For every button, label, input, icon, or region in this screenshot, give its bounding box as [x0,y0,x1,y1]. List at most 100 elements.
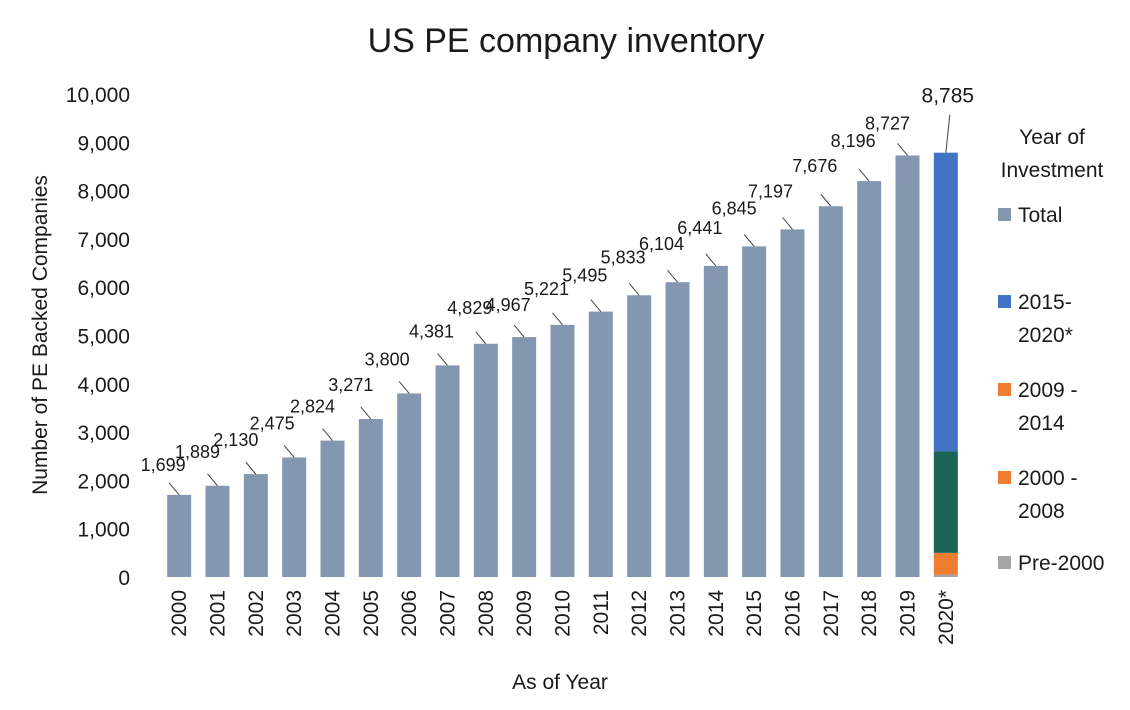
data-label: 6,845 [712,198,757,218]
data-label-leader [945,114,951,153]
data-label-leader [667,269,678,283]
x-tick-label: 2007 [437,590,460,637]
y-tick-label: 10,000 [66,84,130,107]
x-tick-label: 2016 [782,590,805,637]
legend-title: Year of [1019,126,1085,149]
y-tick-label: 4,000 [77,374,130,397]
bar-total [665,282,690,577]
data-label: 7,676 [792,156,837,176]
data-label: 5,495 [562,266,607,286]
legend-swatch [998,556,1011,569]
data-label-leader [705,253,717,267]
data-label: 3,271 [328,375,373,395]
x-tick-label: 2017 [820,590,843,637]
data-label: 8,727 [865,113,910,133]
data-label-leader [552,312,563,326]
legend-label: 2020* [1018,324,1073,347]
y-tick-label: 2,000 [77,470,130,493]
data-label: 7,197 [748,181,793,201]
data-label: 4,967 [486,295,531,315]
bar-total [320,440,345,577]
x-tick-label: 2005 [360,590,383,637]
y-tick-label: 6,000 [77,277,130,300]
x-tick-label: 2004 [322,590,345,637]
x-axis-ticks: 2000 2001 2002 2003 2004 2005 2006 2007 2008 2009… [168,590,958,645]
data-label: 8,196 [831,131,876,151]
data-label: 3,800 [365,349,410,369]
y-tick-label: 8,000 [77,181,130,204]
data-label: 1,699 [141,455,186,475]
data-label-leader [475,331,487,345]
data-label: 2,824 [290,397,335,417]
legend-swatch [998,208,1011,221]
data-label-leader [245,461,257,475]
x-tick-label: 2014 [705,590,728,637]
data-label-leader [782,217,793,230]
data-label-leader [398,381,410,394]
legend: Year of Investment Total 2015- 2020* 2009 - 20… [998,126,1104,575]
data-label-leader [628,282,640,296]
bar-total [780,229,805,578]
bar-total [512,337,537,577]
data-label-leader [590,299,602,312]
data-label: 5,833 [601,247,646,267]
bar-total [435,365,460,577]
bar-total [627,295,652,577]
legend-title: Investment [1001,159,1104,182]
data-label: 6,104 [639,234,684,254]
y-tick-label: 3,000 [77,422,130,445]
x-tick-label: 2009 [513,590,536,637]
x-tick-label: 2015 [743,590,766,637]
data-label: 2,475 [250,413,295,433]
y-tick-label: 7,000 [77,229,130,252]
legend-swatch [998,295,1011,308]
x-tick-label: 2001 [207,590,230,637]
legend-label: 2015- [1018,291,1072,314]
bar-total [742,246,767,577]
y-axis-label: Number of PE Backed Companies [29,175,52,495]
y-tick-label: 1,000 [77,519,130,542]
x-tick-label: 2020* [935,590,958,645]
bar-segment-pre-2000 [933,574,958,577]
chart-title: US PE company inventory [368,22,765,60]
x-tick-label: 2002 [245,590,268,637]
x-tick-label: 2011 [590,590,613,635]
data-label-leader [168,482,180,496]
bar-total [703,265,728,577]
bar-total [895,155,920,577]
bar-segment-2009-2014 [933,451,958,553]
data-label-leader [322,428,333,441]
data-label-leader [820,193,832,207]
x-tick-label: 2003 [283,590,306,637]
legend-label: 2009 - [1018,379,1078,402]
data-label: 2,130 [213,430,258,450]
legend-swatch [998,383,1011,396]
bar-segment-2000-2008 [933,552,958,575]
x-tick-label: 2010 [552,590,575,637]
x-tick-label: 2013 [667,590,690,637]
x-tick-label: 2008 [475,590,498,637]
bar-total [473,343,498,577]
data-label-leader [360,406,372,420]
y-axis-ticks: 0 1,000 2,000 3,000 4,000 5,000 6,000 7,000 8,00… [66,84,130,590]
legend-label: 2000 - [1018,467,1078,490]
bar-total [397,393,422,577]
x-tick-label: 2006 [398,590,421,637]
bar-total [205,485,230,577]
data-label: 1,889 [175,442,220,462]
stacked-total-label: 8,785 [922,85,975,108]
x-tick-label: 2019 [897,590,920,637]
x-tick-label: 2012 [628,590,651,637]
legend-swatch [998,471,1011,484]
x-tick-label: 2018 [858,590,881,637]
data-label-leader [283,445,295,458]
x-tick-label: 2000 [168,590,191,637]
y-tick-label: 5,000 [77,326,130,349]
data-label-leader [743,234,755,247]
data-label: 4,829 [447,298,492,318]
legend-label: 2008 [1018,500,1065,523]
data-label-leader [437,353,448,366]
y-tick-label: 0 [118,567,130,590]
